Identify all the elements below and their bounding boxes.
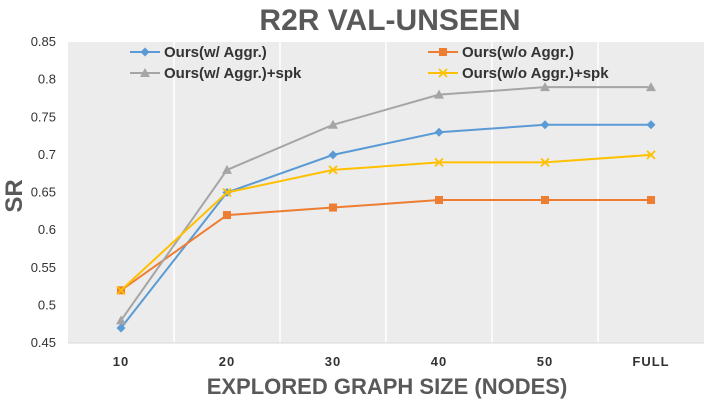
- data-point-square: [329, 203, 337, 212]
- data-point-triangle: [540, 82, 550, 92]
- x-axis-label: EXPLORED GRAPH SIZE (NODES): [207, 374, 568, 399]
- data-point-diamond: [328, 150, 338, 160]
- series-line: [120, 123, 651, 329]
- chart-title: R2R VAL-UNSEEN: [259, 4, 520, 37]
- series-group: [116, 82, 656, 333]
- y-tick-label: 0.85: [31, 34, 56, 49]
- series-line: [120, 199, 651, 292]
- x-tick-label: 50: [537, 354, 553, 369]
- gridlines: [68, 42, 704, 344]
- data-point-diamond: [140, 47, 150, 57]
- data-point-triangle: [222, 164, 232, 174]
- data-point-square: [541, 196, 549, 205]
- data-point-diamond: [646, 120, 656, 130]
- legend-entry: Ours(w/ Aggr.): [130, 44, 267, 61]
- y-axis-label: SR: [1, 179, 28, 212]
- series-line: [120, 86, 651, 322]
- legend-entry: Ours(w/o Aggr.)+spk: [428, 65, 609, 82]
- data-point-x: [116, 285, 126, 295]
- data-point-triangle: [328, 119, 338, 129]
- y-tick-label: 0.5: [38, 297, 56, 312]
- y-tick-label: 0.45: [31, 335, 56, 350]
- y-tick-label: 0.65: [31, 185, 56, 200]
- data-point-triangle: [116, 315, 126, 325]
- data-point-x: [434, 157, 444, 168]
- data-point-diamond: [540, 120, 550, 130]
- data-point-square: [435, 196, 443, 205]
- legend-label: Ours(w/ Aggr.)+spk: [164, 65, 302, 82]
- y-tick-label: 0.55: [31, 260, 56, 275]
- legend: Ours(w/ Aggr.) Ours(w/o Aggr.) Ours(w/ Agg…: [130, 44, 609, 82]
- series-3: [116, 82, 656, 325]
- data-point-triangle: [140, 68, 150, 77]
- data-point-triangle: [646, 82, 656, 92]
- legend-label: Ours(w/ Aggr.): [164, 44, 267, 61]
- x-tick-label: 30: [325, 354, 341, 369]
- data-point-triangle: [434, 89, 444, 99]
- series-line: [120, 153, 652, 292]
- data-point-square: [439, 48, 447, 56]
- data-point-x: [328, 165, 338, 175]
- x-tick-label: 20: [219, 354, 235, 369]
- data-point-x: [540, 157, 550, 168]
- data-point-x: [222, 187, 232, 198]
- y-tick-label: 0.6: [38, 222, 56, 237]
- data-point-diamond: [116, 323, 126, 333]
- series-4: [116, 150, 656, 295]
- x-tick-label: FULL: [632, 354, 669, 369]
- data-point-square: [223, 211, 231, 220]
- legend-entry: Ours(w/o Aggr.): [428, 44, 574, 61]
- x-tick-label: 40: [431, 354, 447, 369]
- y-tick-label: 0.75: [31, 109, 56, 124]
- data-point-square: [647, 196, 655, 205]
- data-point-x: [438, 68, 448, 78]
- y-tick-label: 0.7: [38, 147, 56, 162]
- data-point-diamond: [434, 127, 444, 137]
- y-axis-ticks: 0.45 0.5 0.55 0.6 0.65 0.7 0.75 0.8 0.85: [31, 34, 56, 350]
- data-point-x: [646, 150, 656, 160]
- y-tick-label: 0.8: [38, 72, 56, 87]
- legend-label: Ours(w/o Aggr.)+spk: [462, 65, 609, 82]
- x-tick-label: 10: [113, 354, 129, 369]
- legend-label: Ours(w/o Aggr.): [462, 44, 574, 61]
- x-axis-ticks: 10 20 30 40 50 FULL: [113, 354, 669, 369]
- legend-entry: Ours(w/ Aggr.)+spk: [130, 65, 302, 82]
